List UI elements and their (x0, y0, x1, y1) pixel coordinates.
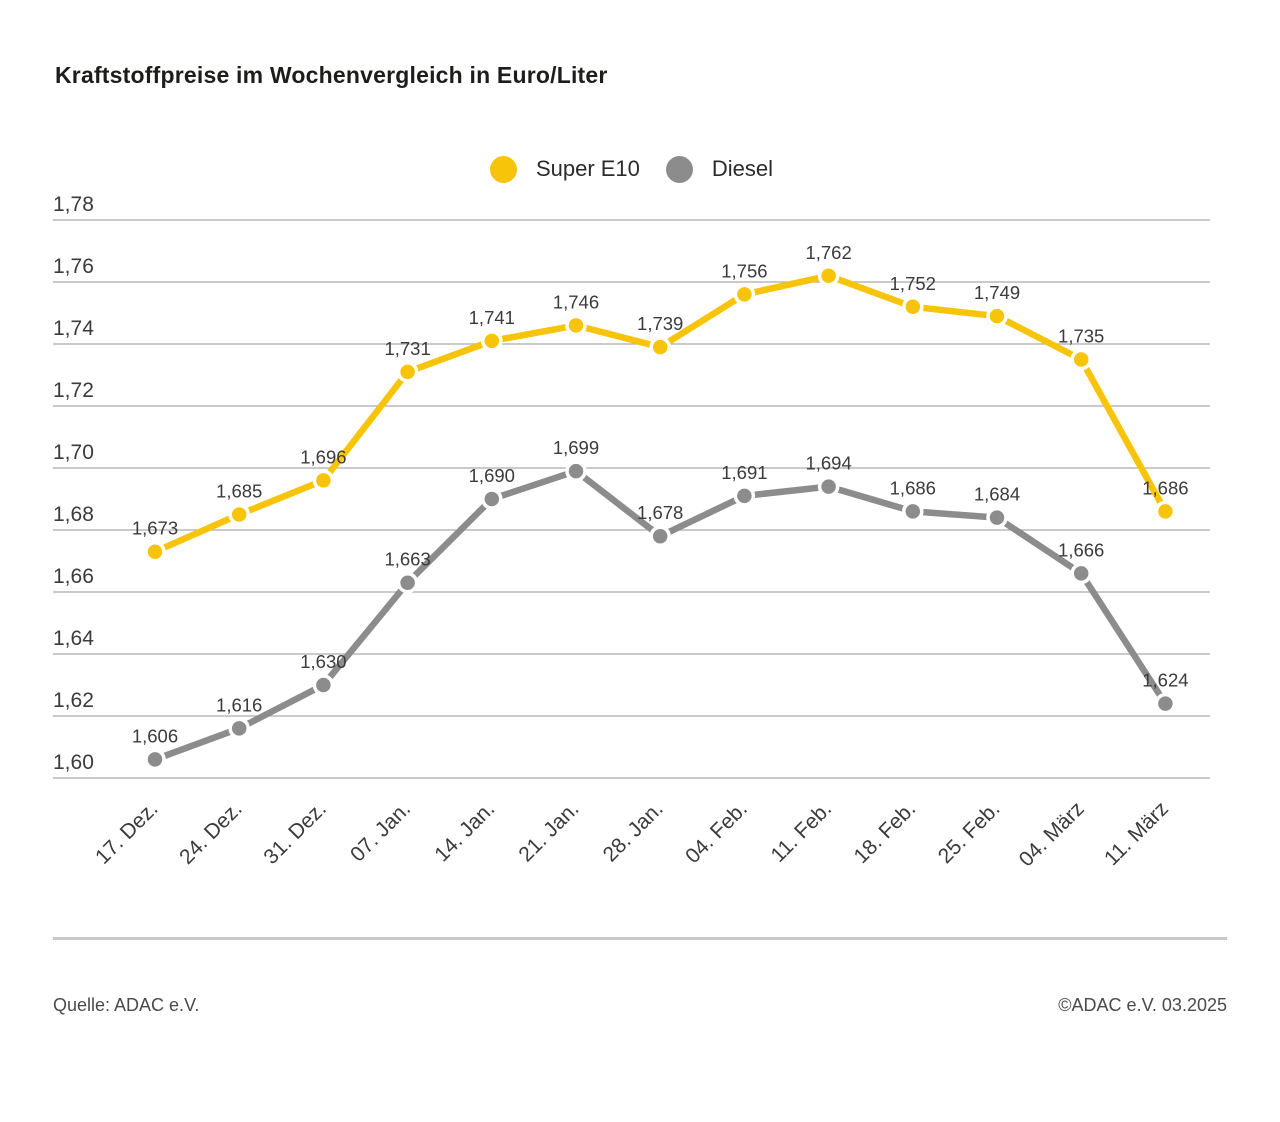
value-label: 1,749 (974, 282, 1020, 303)
data-point (986, 305, 1008, 327)
legend-label-diesel: Diesel (711, 156, 774, 181)
value-label: 1,762 (805, 242, 851, 263)
data-point (144, 540, 166, 563)
y-tick-label: 1,78 (53, 193, 94, 216)
copyright-note: ©ADAC e.V. 03.2025 (1058, 995, 1227, 1015)
value-label: 1,746 (553, 291, 599, 312)
data-point (733, 283, 756, 306)
data-point (1154, 500, 1177, 523)
data-point (733, 485, 756, 507)
value-label: 1,741 (469, 307, 515, 328)
x-tick-label: 24. Dez. (175, 797, 247, 869)
x-tick-label: 14. Jan. (430, 797, 499, 866)
legend-item-diesel: Diesel (665, 155, 774, 183)
y-tick-label: 1,62 (53, 689, 94, 712)
value-label: 1,696 (300, 446, 346, 467)
legend-marker-super-e10-icon (489, 155, 517, 183)
legend-item-super-e10: Super E10 (489, 155, 640, 183)
x-tick-label: 28. Jan. (599, 797, 668, 866)
x-tick-label: 04. Feb. (681, 797, 752, 868)
data-point (565, 314, 587, 337)
value-label: 1,685 (216, 481, 262, 502)
data-point (228, 503, 250, 526)
value-label: 1,684 (974, 484, 1020, 505)
value-label: 1,752 (890, 273, 936, 294)
y-tick-label: 1,60 (53, 751, 94, 774)
footer: Quelle: ADAC e.V. ©ADAC e.V. 03.2025 (53, 995, 1227, 1016)
x-tick-label: 21. Jan. (514, 797, 583, 866)
data-point (396, 571, 419, 594)
data-point (649, 525, 671, 547)
y-tick-label: 1,66 (53, 565, 94, 588)
value-label: 1,686 (1142, 477, 1188, 498)
data-point (1070, 562, 1092, 585)
value-label: 1,686 (890, 477, 936, 498)
data-point (902, 500, 924, 523)
legend-marker-diesel-icon (665, 155, 693, 183)
footer-divider (53, 937, 1227, 940)
value-label: 1,678 (637, 502, 683, 523)
source-note: Quelle: ADAC e.V. (53, 995, 200, 1015)
value-label: 1,606 (132, 725, 178, 746)
x-tick-label: 07. Jan. (346, 797, 415, 866)
x-tick-label: 18. Feb. (850, 797, 921, 868)
y-tick-label: 1,70 (53, 441, 94, 464)
data-point (228, 717, 250, 740)
value-label: 1,731 (384, 338, 430, 359)
value-label: 1,739 (637, 313, 683, 334)
chart-legend: Super E10 Diesel (53, 154, 1210, 184)
value-label: 1,673 (132, 518, 178, 539)
value-label: 1,691 (721, 462, 767, 483)
x-tick-label: 25. Feb. (934, 797, 1005, 868)
data-point (144, 748, 166, 771)
data-point (396, 361, 419, 383)
legend-label-super-e10: Super E10 (535, 156, 640, 181)
data-point (817, 265, 840, 287)
value-label: 1,630 (300, 651, 346, 672)
data-point (565, 460, 587, 482)
data-point (649, 336, 671, 358)
data-point (817, 475, 840, 498)
x-tick-label: 31. Dez. (259, 797, 331, 869)
data-point (902, 296, 924, 318)
fuel-price-line-chart: 1,60 1,62 1,64 1,66 1,68 1,70 1,72 1,74 1,76 1,78… (53, 193, 1210, 871)
value-label: 1,699 (553, 437, 599, 458)
data-point (481, 330, 503, 352)
value-label: 1,756 (721, 260, 767, 281)
value-label: 1,735 (1058, 326, 1104, 347)
value-label: 1,694 (805, 453, 851, 474)
data-point (312, 469, 335, 492)
y-tick-label: 1,76 (53, 255, 94, 278)
chart-title: Kraftstoffpreise im Wochenvergleich in E… (55, 62, 608, 88)
y-tick-label: 1,72 (53, 379, 94, 402)
y-tick-label: 1,74 (53, 317, 94, 340)
data-point (1070, 348, 1092, 371)
value-label: 1,663 (384, 549, 430, 570)
value-label: 1,624 (1142, 670, 1188, 691)
x-tick-label: 17. Dez. (91, 797, 163, 869)
data-point (1154, 692, 1177, 715)
x-tick-label: 11. Feb. (766, 797, 836, 867)
y-tick-label: 1,68 (53, 503, 94, 526)
data-point (481, 488, 503, 510)
x-tick-label: 04. März (1015, 797, 1089, 871)
value-label: 1,616 (216, 694, 262, 715)
data-point (986, 506, 1008, 529)
value-label: 1,666 (1058, 539, 1104, 560)
x-tick-label: 11. März (1100, 797, 1173, 870)
value-label: 1,690 (469, 465, 515, 486)
y-tick-label: 1,64 (53, 627, 94, 650)
data-point (312, 674, 335, 696)
